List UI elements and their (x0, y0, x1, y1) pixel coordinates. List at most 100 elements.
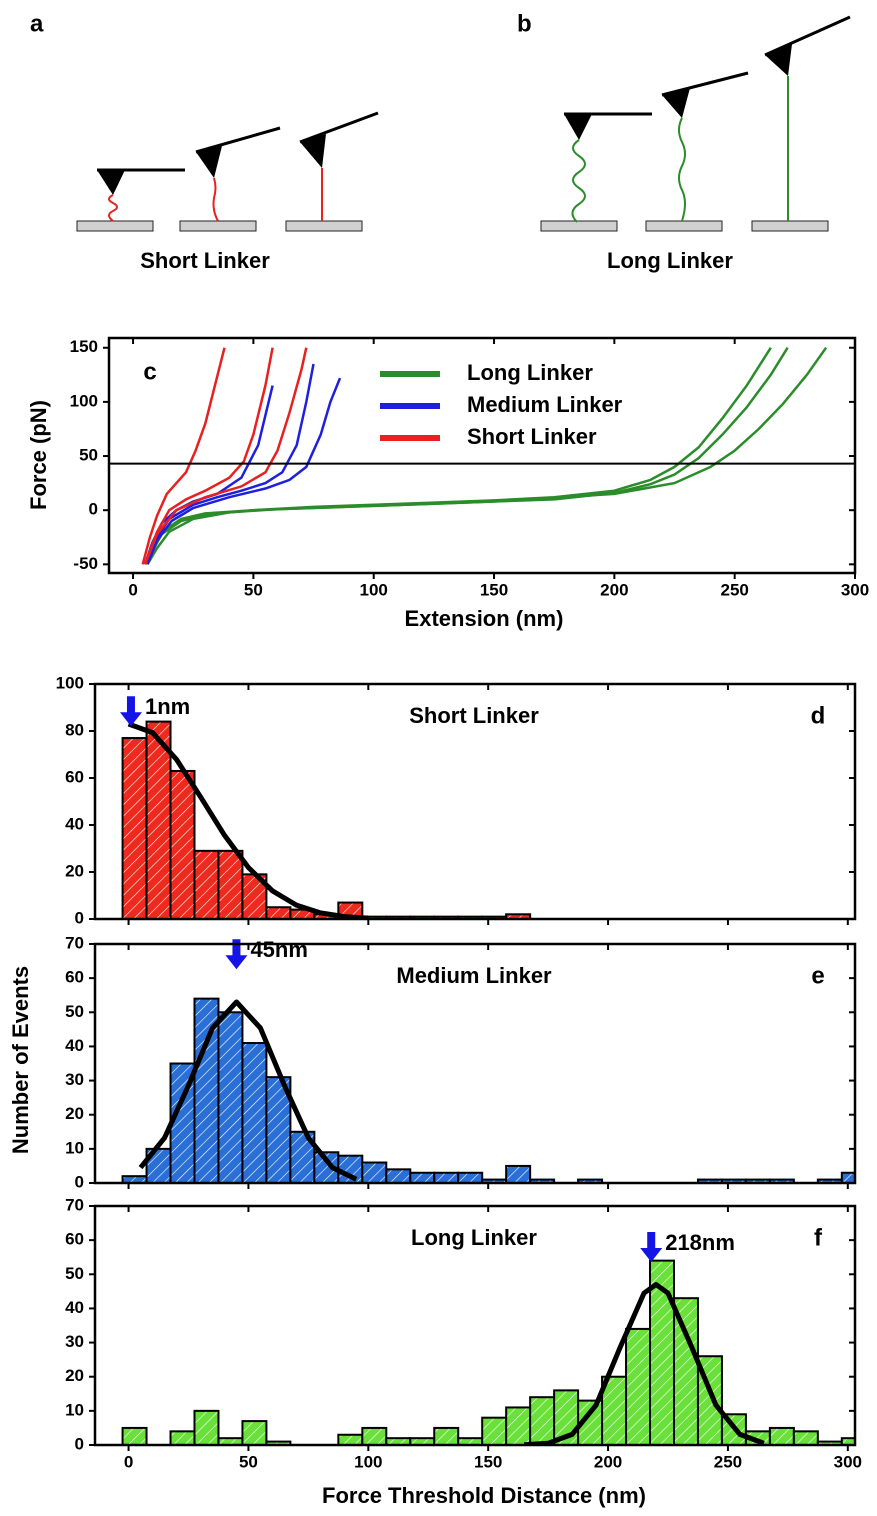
arrow (225, 939, 248, 970)
y-tick-label: 10 (65, 1400, 84, 1419)
y-axis-label: Force (pN) (26, 400, 51, 510)
linker (212, 177, 219, 222)
y-tick-label: -50 (73, 554, 98, 573)
bar (241, 1042, 268, 1183)
y-tick-label: 70 (65, 933, 84, 952)
bar (337, 1433, 364, 1445)
y-tick-label: 150 (70, 337, 98, 356)
substrate (751, 220, 829, 232)
y-tick-label: 60 (65, 1230, 84, 1249)
cantilever (299, 111, 379, 144)
y-tick-label: 60 (65, 968, 84, 987)
bar (217, 849, 244, 919)
bar (481, 1416, 508, 1445)
fit-curve (523, 1282, 765, 1445)
bar (169, 769, 196, 919)
trace (143, 347, 274, 565)
x-tick-label: 150 (480, 580, 508, 599)
cantilever (195, 126, 281, 154)
bar (457, 1171, 484, 1183)
trace (141, 347, 226, 565)
y-tick-label: 20 (65, 1366, 84, 1385)
bar (193, 849, 220, 919)
arrow-label: 1nm (145, 694, 190, 719)
y-tick-label: 60 (65, 767, 84, 786)
x-tick-label: 200 (600, 580, 628, 599)
x-tick-label: 300 (841, 580, 869, 599)
legend-label: Medium Linker (467, 392, 623, 417)
tip (662, 88, 690, 118)
fit-curve (127, 721, 369, 919)
substrate (285, 220, 363, 232)
arrow-label: 218nm (665, 1230, 735, 1255)
x-tick-label: 100 (354, 1452, 382, 1471)
x-tick-label: 0 (128, 580, 137, 599)
panel-label: d (811, 702, 826, 729)
panel-label: f (814, 1224, 823, 1251)
y-tick-label: 50 (65, 1264, 84, 1283)
bar (529, 1396, 556, 1445)
plot-area (121, 997, 855, 1183)
plot-area (121, 1259, 855, 1445)
bar (505, 1406, 532, 1445)
chart-title: Medium Linker (396, 963, 552, 988)
x-tick-label: 0 (124, 1452, 133, 1471)
y-tick-label: 50 (65, 1002, 84, 1021)
panel-label: c (143, 358, 156, 385)
panel-label: b (517, 10, 532, 37)
x-tick-label: 250 (720, 580, 748, 599)
tip (196, 146, 222, 178)
tip (564, 114, 592, 140)
caption: Short Linker (140, 248, 270, 273)
bar (433, 1426, 460, 1445)
bar (792, 1430, 819, 1445)
chart-title: Short Linker (409, 703, 539, 728)
arrow (640, 1231, 663, 1262)
trace (146, 346, 828, 565)
x-tick-label: 250 (714, 1452, 742, 1471)
fit-curve (138, 999, 358, 1182)
cantilever (764, 15, 851, 57)
schematic-b: b Long Linker (517, 10, 851, 273)
bar (241, 1420, 268, 1445)
y-tick-label: 0 (75, 908, 84, 927)
y-tick-label: 30 (65, 1070, 84, 1089)
y-tick-label: 40 (65, 1298, 84, 1317)
x-axis-label: Force Threshold Distance (nm) (322, 1483, 646, 1508)
bar (169, 1430, 196, 1445)
y-tick-label: 80 (65, 720, 84, 739)
y-tick-label: 20 (65, 861, 84, 880)
y-tick-label: 20 (65, 1104, 84, 1123)
linker (571, 139, 586, 223)
y-axis-label: Number of Events (8, 966, 33, 1154)
y-tick-label: 50 (79, 446, 98, 465)
plot-area (141, 346, 828, 565)
axes-frame (107, 336, 857, 575)
bar (768, 1426, 795, 1445)
x-tick-label: 150 (474, 1452, 502, 1471)
linker (678, 117, 686, 222)
bar (121, 1426, 148, 1445)
y-tick-label: 0 (89, 500, 98, 519)
bar (505, 1164, 532, 1183)
bar (265, 906, 292, 919)
substrate (179, 220, 257, 232)
bar (433, 1171, 460, 1183)
panel-label: a (30, 10, 44, 37)
bar (361, 1426, 388, 1445)
axes-frame (93, 682, 857, 921)
bar (625, 1327, 652, 1445)
y-tick-label: 40 (65, 814, 84, 833)
x-tick-label: 50 (244, 580, 263, 599)
y-tick-label: 40 (65, 1036, 84, 1055)
axes-frame (93, 942, 857, 1185)
linker (108, 194, 118, 222)
schematic-a: a Short Linker (30, 10, 379, 273)
substrate (76, 220, 154, 232)
axes-frame (93, 1204, 857, 1447)
trace (143, 347, 772, 565)
arrow-label: 45nm (250, 937, 307, 962)
caption: Long Linker (607, 248, 733, 273)
y-tick-label: 10 (65, 1138, 84, 1157)
